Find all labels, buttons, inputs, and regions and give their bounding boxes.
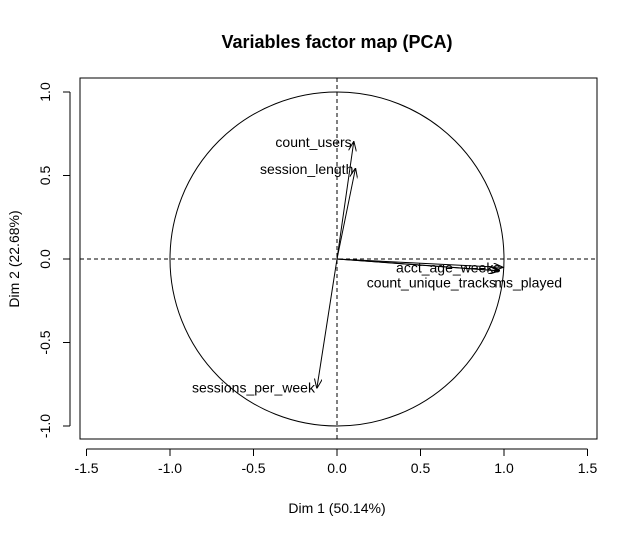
y-tick-label: -0.5 [37,330,53,354]
x-tick-label: -0.5 [241,460,265,476]
y-axis: -1.0 -0.5 0.0 0.5 1.0 [37,82,71,438]
variable-label-count-unique-tracks: count_unique_tracks [367,275,496,291]
variable-label-session-length: session_length [260,161,353,177]
x-axis-label: Dim 1 (50.14%) [288,500,385,516]
x-tick-label: -1.0 [158,460,182,476]
plot-area: count_userssession_lengthacct_age_weeksc… [80,78,597,439]
variable-arrow-sessions-per-week [317,258,338,388]
variable-arrow-count-users [336,142,354,260]
variable-arrow-ms-played [336,258,497,271]
x-axis: -1.5 -1.0 -0.5 0.0 0.5 1.0 1.5 [74,448,598,476]
y-tick-label: -1.0 [37,414,53,438]
variable-label-ms-played: ms_played [494,275,562,291]
y-tick-label: 0.0 [37,249,53,269]
variable-arrow-session-length [336,169,355,260]
x-tick-label: 0.0 [327,460,347,476]
variable-arrow-acct-age-weeks [336,258,502,267]
y-axis-label: Dim 2 (22.68%) [6,210,22,307]
y-tick-label: 0.5 [37,166,53,186]
x-tick-label: -1.5 [74,460,98,476]
variable-label-count-users: count_users [275,134,351,150]
x-tick-label: 1.0 [494,460,514,476]
chart-title: Variables factor map (PCA) [221,32,452,52]
y-tick-label: 1.0 [37,82,53,102]
x-tick-label: 0.5 [411,460,431,476]
x-tick-label: 1.5 [578,460,598,476]
variable-label-sessions-per-week: sessions_per_week [192,380,316,396]
